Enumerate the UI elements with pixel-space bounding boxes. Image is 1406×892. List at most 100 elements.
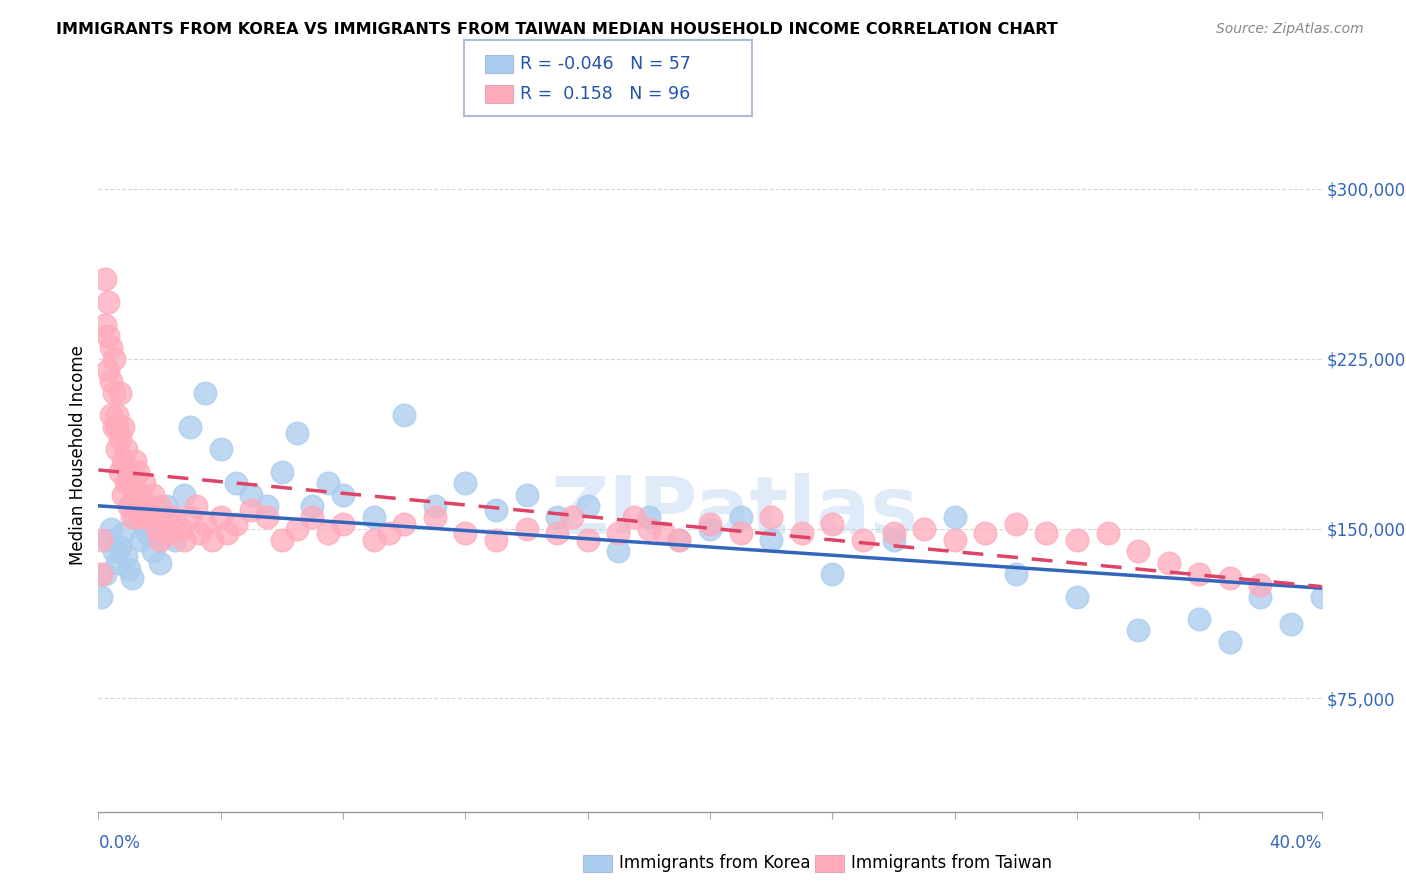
- Point: [516, 522, 538, 536]
- Text: Immigrants from Korea: Immigrants from Korea: [619, 855, 810, 872]
- Point: [103, 544, 125, 558]
- Point: [215, 526, 238, 541]
- Point: [188, 526, 211, 541]
- Point: [100, 409, 122, 423]
- Point: [1066, 533, 1088, 547]
- Point: [105, 409, 128, 423]
- Point: [546, 510, 568, 524]
- Point: [103, 385, 125, 400]
- Point: [699, 522, 721, 536]
- Point: [225, 516, 247, 531]
- Point: [316, 526, 339, 541]
- Point: [90, 590, 112, 604]
- Point: [163, 510, 186, 524]
- Point: [454, 476, 477, 491]
- Point: [943, 533, 966, 547]
- Point: [136, 499, 159, 513]
- Point: [1249, 590, 1271, 604]
- Point: [516, 487, 538, 501]
- Point: [1157, 556, 1180, 570]
- Point: [93, 318, 115, 332]
- Point: [576, 533, 599, 547]
- Point: [103, 351, 125, 366]
- Text: Source: ZipAtlas.com: Source: ZipAtlas.com: [1216, 22, 1364, 37]
- Point: [699, 516, 721, 531]
- Point: [790, 526, 813, 541]
- Point: [759, 533, 782, 547]
- Point: [155, 510, 177, 524]
- Point: [454, 526, 477, 541]
- Point: [145, 522, 167, 536]
- Point: [136, 526, 159, 541]
- Point: [821, 516, 844, 531]
- Point: [316, 476, 339, 491]
- Point: [637, 510, 661, 524]
- Point: [1128, 624, 1150, 638]
- Point: [209, 442, 232, 457]
- Point: [1249, 578, 1271, 592]
- Point: [1279, 616, 1302, 631]
- Point: [194, 385, 217, 400]
- Point: [1004, 566, 1026, 581]
- Point: [127, 465, 149, 479]
- Point: [115, 549, 138, 563]
- Point: [155, 499, 177, 513]
- Point: [1097, 526, 1119, 541]
- Point: [121, 571, 143, 585]
- Point: [637, 522, 661, 536]
- Point: [225, 476, 247, 491]
- Point: [378, 526, 401, 541]
- Point: [149, 533, 172, 547]
- Point: [129, 533, 152, 547]
- Point: [121, 476, 143, 491]
- Point: [332, 516, 354, 531]
- Point: [115, 476, 138, 491]
- Point: [142, 487, 165, 501]
- Point: [852, 533, 875, 547]
- Point: [485, 503, 508, 517]
- Point: [1128, 544, 1150, 558]
- Point: [173, 487, 195, 501]
- Point: [668, 533, 690, 547]
- Text: 0.0%: 0.0%: [98, 834, 141, 852]
- Point: [285, 426, 308, 441]
- Point: [1188, 566, 1211, 581]
- Point: [256, 510, 278, 524]
- Point: [179, 419, 201, 434]
- Point: [90, 533, 112, 547]
- Point: [139, 510, 162, 524]
- Point: [730, 526, 752, 541]
- Point: [301, 499, 323, 513]
- Point: [111, 487, 134, 501]
- Point: [118, 499, 141, 513]
- Point: [149, 499, 172, 513]
- Point: [759, 510, 782, 524]
- Point: [127, 499, 149, 513]
- Point: [93, 566, 115, 581]
- Text: Immigrants from Taiwan: Immigrants from Taiwan: [851, 855, 1052, 872]
- Point: [170, 522, 193, 536]
- Text: R = -0.046   N = 57: R = -0.046 N = 57: [520, 55, 692, 73]
- Point: [124, 453, 146, 467]
- Point: [883, 526, 905, 541]
- Point: [1035, 526, 1057, 541]
- Point: [1004, 516, 1026, 531]
- Point: [883, 533, 905, 547]
- Point: [392, 409, 416, 423]
- Point: [149, 556, 172, 570]
- Point: [392, 516, 416, 531]
- Point: [363, 510, 385, 524]
- Point: [105, 556, 128, 570]
- Point: [270, 465, 292, 479]
- Point: [1188, 612, 1211, 626]
- Point: [301, 510, 323, 524]
- Point: [186, 499, 208, 513]
- Point: [1219, 571, 1241, 585]
- Point: [1219, 635, 1241, 649]
- Point: [115, 442, 138, 457]
- Point: [108, 385, 131, 400]
- Point: [100, 340, 122, 354]
- Point: [546, 526, 568, 541]
- Point: [134, 476, 156, 491]
- Point: [623, 510, 645, 524]
